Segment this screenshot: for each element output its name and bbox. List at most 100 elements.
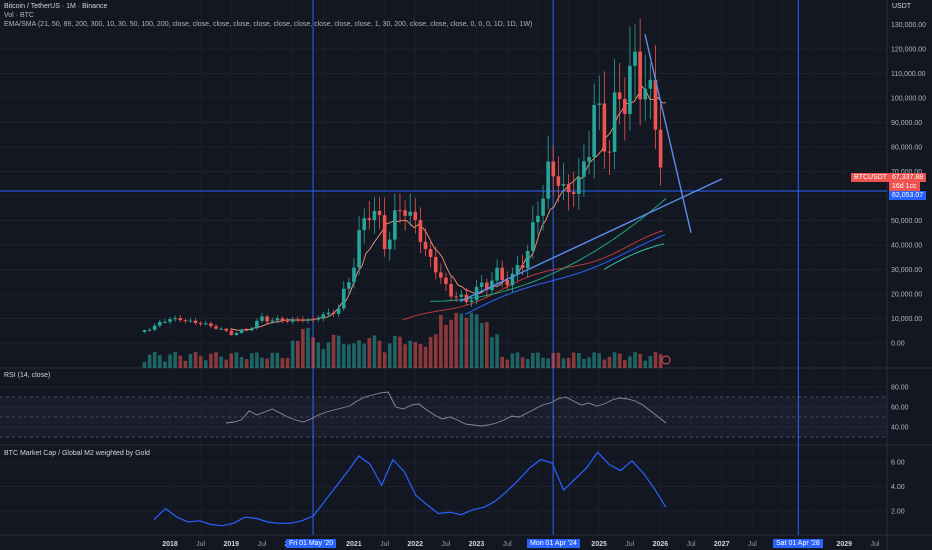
time-tick-label: Jul: [625, 541, 634, 548]
rsi-tick-label: 60.00: [891, 405, 909, 412]
volume-bar: [377, 340, 382, 368]
candle-body: [326, 312, 331, 315]
candle-body: [285, 320, 290, 322]
price-tick-label: 130,000.00: [891, 22, 926, 29]
candle-body: [219, 328, 223, 330]
price-tick-label: 80,000.00: [891, 145, 922, 152]
candle-body: [638, 51, 642, 100]
candle-body: [270, 320, 275, 322]
candle-body: [479, 282, 484, 287]
price-tick-label: 10,000.00: [891, 316, 922, 323]
volume-bar: [142, 362, 147, 368]
volume-bar: [653, 352, 658, 368]
axes: 130,000.00 120,000.00 110,000.00 100,000.00…: [162, 22, 926, 548]
volume-bar: [147, 354, 152, 368]
candle-body: [168, 319, 172, 322]
candle-body: [265, 316, 269, 322]
volume-bar: [633, 352, 637, 368]
trendlines[interactable]: [459, 34, 723, 365]
ascending-trendline: [459, 178, 723, 302]
volume-bar: [275, 352, 280, 368]
candle-body: [531, 222, 535, 251]
candle-body: [597, 103, 602, 105]
candle-body: [152, 325, 157, 330]
descending-trendline: [644, 34, 692, 233]
volume-bar: [255, 352, 259, 368]
volume-bar: [459, 313, 464, 368]
candle-body: [347, 282, 351, 289]
candle-body: [541, 198, 545, 216]
time-tick-label: 2018: [162, 541, 178, 548]
volume-bar: [541, 357, 545, 368]
candle-body: [454, 296, 458, 298]
candle-body: [520, 265, 525, 269]
candle-body: [341, 288, 346, 309]
volume-bar: [382, 352, 387, 368]
symbol-title[interactable]: Bitcoin / TetherUS · 1M · Binance: [4, 3, 108, 10]
time-tick-label: 2023: [469, 541, 485, 548]
candle-body: [633, 51, 637, 66]
volume-bar: [479, 323, 484, 368]
time-marker-1: Fri 01 May '20: [286, 539, 337, 548]
candle-body: [617, 92, 622, 100]
ma-green-line: [429, 198, 667, 302]
volume-bar: [183, 360, 188, 368]
volume-bar: [387, 343, 392, 368]
volume-bar: [485, 322, 489, 368]
candle-body: [546, 161, 550, 199]
volume-bar: [612, 352, 617, 368]
m2-legend[interactable]: BTC Market Cap / Global M2 weighted by G…: [4, 450, 150, 457]
volume-bar: [561, 358, 566, 368]
volume-bar: [209, 353, 213, 368]
volume-bar: [341, 343, 346, 368]
volume-bar: [408, 340, 412, 368]
candle-body: [505, 280, 510, 286]
volume-bar: [198, 356, 203, 368]
candle-body: [490, 280, 494, 291]
volume-bar: [403, 344, 407, 368]
time-tick-label: Jul: [748, 541, 757, 548]
volume-bar: [643, 360, 648, 368]
candle-body: [551, 161, 556, 177]
price-tick-label: 100,000.00: [891, 96, 926, 103]
time-tick-label: Jul: [380, 541, 389, 548]
candle-body: [612, 92, 617, 152]
m2-tick-label: 6.00: [891, 460, 905, 467]
volume-bar: [536, 352, 540, 368]
candle-body: [249, 328, 254, 331]
volume-legend[interactable]: Vol · BTC: [4, 12, 34, 19]
volume-bar: [285, 358, 290, 368]
volume-bar: [393, 335, 397, 368]
price-tick-label: 70,000.00: [891, 169, 922, 176]
candle-body: [628, 65, 632, 114]
volume-bars: [142, 312, 663, 368]
volume-bar: [224, 359, 229, 368]
time-tick-label: 2025: [591, 541, 607, 548]
currency-label[interactable]: USDT: [892, 3, 912, 10]
volume-bar: [658, 354, 663, 368]
candle-body: [377, 210, 382, 216]
m2-tick-label: 2.00: [891, 509, 905, 516]
candle-body: [607, 151, 612, 153]
price-tick-label: 50,000.00: [891, 218, 922, 225]
volume-bar: [587, 357, 591, 368]
symbol-tag: BTCUSDT: [851, 173, 891, 182]
ema-sma-legend[interactable]: EMA/SMA (21, 50, 89, 200, 300, 10, 30, 5…: [4, 21, 533, 28]
crosshair-price-tag: 62,053.07: [889, 191, 927, 200]
candle-body: [510, 273, 515, 286]
rsi-legend[interactable]: RSI (14, close): [4, 372, 51, 379]
volume-bar: [239, 357, 244, 368]
countdown-tag: 16d 1cc: [889, 182, 920, 191]
volume-bar: [219, 356, 223, 368]
candle-body: [183, 320, 188, 322]
candle-body: [275, 318, 280, 321]
volume-bar: [398, 336, 402, 368]
candle-body: [316, 318, 321, 320]
candle-body: [413, 211, 418, 221]
rsi-line: [225, 391, 667, 427]
candle-body: [158, 321, 162, 326]
volume-bar: [433, 334, 438, 368]
candle-body: [357, 230, 361, 268]
